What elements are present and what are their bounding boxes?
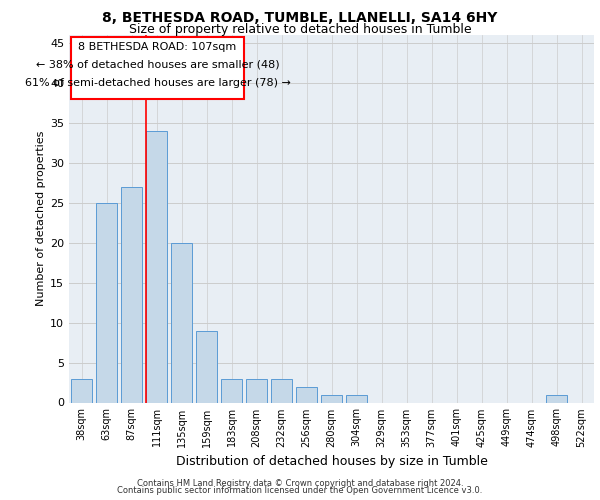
Bar (96, 203, 117, 402)
Bar (71, 378, 92, 402)
Bar (346, 394, 367, 402)
Y-axis label: Number of detached properties: Number of detached properties (36, 131, 46, 306)
Bar (271, 378, 292, 402)
X-axis label: Distribution of detached houses by size in Tumble: Distribution of detached houses by size … (176, 455, 487, 468)
Bar (246, 378, 267, 402)
Bar (146, 131, 167, 402)
Text: ← 38% of detached houses are smaller (48): ← 38% of detached houses are smaller (48… (35, 60, 280, 70)
Text: 61% of semi-detached houses are larger (78) →: 61% of semi-detached houses are larger (… (25, 78, 290, 88)
Text: Contains public sector information licensed under the Open Government Licence v3: Contains public sector information licen… (118, 486, 482, 495)
Text: Contains HM Land Registry data © Crown copyright and database right 2024.: Contains HM Land Registry data © Crown c… (137, 478, 463, 488)
Bar (546, 394, 567, 402)
Bar (71, 36, 244, 99)
Bar (221, 378, 242, 402)
Bar (321, 394, 342, 402)
Bar (121, 187, 142, 402)
Bar (171, 242, 192, 402)
Text: 8, BETHESDA ROAD, TUMBLE, LLANELLI, SA14 6HY: 8, BETHESDA ROAD, TUMBLE, LLANELLI, SA14… (103, 12, 497, 26)
Bar (196, 330, 217, 402)
Text: Size of property relative to detached houses in Tumble: Size of property relative to detached ho… (128, 22, 472, 36)
Text: 8 BETHESDA ROAD: 107sqm: 8 BETHESDA ROAD: 107sqm (79, 42, 236, 52)
Bar (296, 386, 317, 402)
